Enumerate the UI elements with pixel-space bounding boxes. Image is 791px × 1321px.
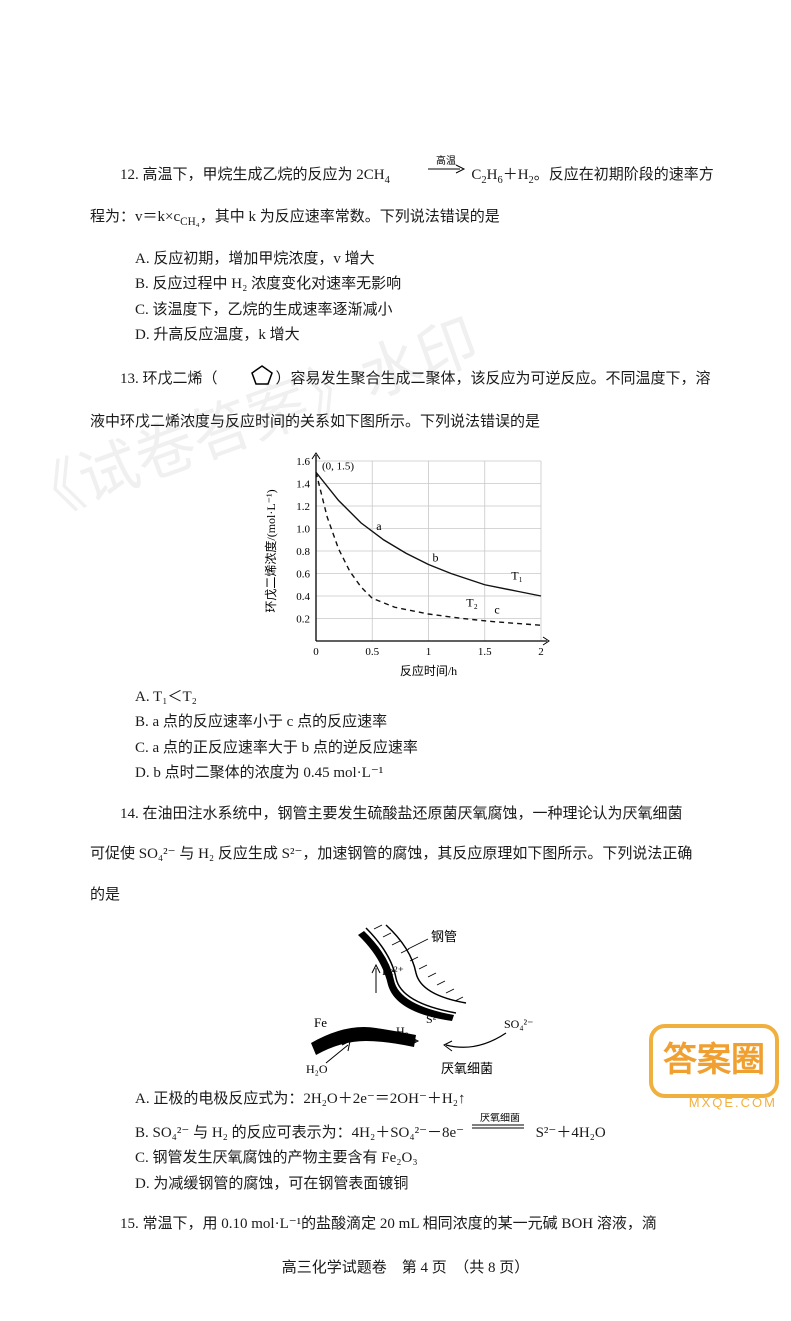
question-14: 14. 在油田注水系统中，钢管主要发生硫酸盐还原菌厌氧腐蚀，一种理论认为厌氧细菌… — [90, 802, 721, 1198]
watermark-url: MXQE.COM — [689, 1092, 777, 1114]
q14-optB-pre: B. SO₄²⁻ 与 H₂ 的反应可表示为：4H₂＋SO₄²⁻－8e⁻ — [135, 1125, 464, 1141]
svg-text:S²⁻: S²⁻ — [426, 1012, 443, 1026]
svg-text:1.6: 1.6 — [296, 456, 310, 468]
svg-text:T₁: T₁ — [511, 568, 523, 582]
q14-diagram: 钢管 Fe Fe²⁺ H₂O H₂ S²⁻ SO₄²⁻ 厌氧细菌 — [90, 923, 721, 1083]
q13-options: A. T₁＜T₂ B. a 点的反应速率小于 c 点的反应速率 C. a 点的正… — [90, 685, 721, 787]
q13-stem: 13. 环戊二烯（ ）容易发生聚合生成二聚体，该反应为可逆反应。不同温度下，溶 — [90, 364, 721, 396]
question-12: 12. 高温下，甲烷生成乙烷的反应为 2CH4 高温 C2H6＋H2。反应在初期… — [90, 155, 721, 349]
arrow-top-label: 高温 — [436, 155, 456, 167]
q14-optC: C. 钢管发生厌氧腐蚀的产物主要含有 Fe₂O₃ — [135, 1146, 721, 1172]
q13-text-1: 13. 环戊二烯（ — [120, 371, 218, 387]
q13-line2: 液中环戊二烯浓度与反应时间的关系如下图所示。下列说法错误的是 — [90, 410, 721, 436]
svg-text:Fe²⁺: Fe²⁺ — [382, 964, 404, 978]
svg-text:1: 1 — [425, 646, 431, 658]
svg-text:1.4: 1.4 — [296, 478, 310, 490]
watermark-right: 答案圈 — [649, 1024, 779, 1098]
q14-optD: D. 为减缓钢管的腐蚀，可在钢管表面镀铜 — [135, 1172, 721, 1198]
q13-optB: B. a 点的反应速率小于 c 点的反应速率 — [135, 710, 721, 736]
q14-options: A. 正极的电极反应式为：2H₂O＋2e⁻＝2OH⁻＋H₂↑ B. SO₄²⁻ … — [90, 1087, 721, 1197]
svg-text:0.8: 0.8 — [296, 546, 310, 558]
q14-stem: 14. 在油田注水系统中，钢管主要发生硫酸盐还原菌厌氧腐蚀，一种理论认为厌氧细菌 — [90, 802, 721, 828]
pentagon-icon — [220, 364, 274, 396]
svg-text:0.6: 0.6 — [296, 568, 310, 580]
q12-line2: 程为：v＝k×cCH₄，其中 k 为反应速率常数。下列说法错误的是 — [90, 205, 721, 232]
svg-text:0: 0 — [313, 646, 319, 658]
svg-text:反应时间/h: 反应时间/h — [399, 663, 456, 678]
svg-text:H₂O: H₂O — [306, 1062, 328, 1076]
diagram-svg: 钢管 Fe Fe²⁺ H₂O H₂ S²⁻ SO₄²⁻ 厌氧细菌 — [256, 923, 556, 1083]
svg-text:环戊二烯浓度/(mol·L⁻¹): 环戊二烯浓度/(mol·L⁻¹) — [263, 489, 278, 612]
q12-line2a: 程为：v＝k×c — [90, 209, 180, 225]
svg-text:0.5: 0.5 — [365, 646, 379, 658]
q12-optB: B. 反应过程中 H₂ 浓度变化对速率无影响 — [135, 272, 721, 298]
q12-options: A. 反应初期，增加甲烷浓度，v 增大 B. 反应过程中 H₂ 浓度变化对速率无… — [90, 247, 721, 349]
q12-text-1: 12. 高温下，甲烷生成乙烷的反应为 2CH — [120, 167, 385, 183]
q12-plus: ＋H — [503, 167, 529, 183]
q12-line2-sub: CH₄ — [180, 216, 200, 228]
svg-text:钢管: 钢管 — [431, 929, 457, 944]
question-15: 15. 常温下，用 0.10 mol·L⁻¹的盐酸滴定 20 mL 相同浓度的某… — [90, 1212, 721, 1238]
q14-line2: 可促使 SO₄²⁻ 与 H₂ 反应生成 S²⁻，加速钢管的腐蚀，其反应原理如下图… — [90, 842, 721, 868]
q12-eq-c: C — [471, 167, 481, 183]
arrow-top-bacteria: 厌氧细菌 — [480, 1113, 520, 1124]
q12-optA: A. 反应初期，增加甲烷浓度，v 增大 — [135, 247, 721, 273]
svg-text:b: b — [432, 550, 438, 564]
q12-optD: D. 升高反应温度，k 增大 — [135, 323, 721, 349]
q12-optC: C. 该温度下，乙烷的生成速率逐渐减小 — [135, 298, 721, 324]
q13-optD: D. b 点时二聚体的浓度为 0.45 mol·L⁻¹ — [135, 761, 721, 787]
q14-optA: A. 正极的电极反应式为：2H₂O＋2e⁻＝2OH⁻＋H₂↑ — [135, 1087, 721, 1113]
q13-chart: 0 0.5 1 1.5 2 0.2 0.4 0.6 0.8 1.0 1.2 1.4 1.6 (0, 1.5… — [90, 451, 721, 681]
page-footer: 高三化学试题卷 第 4 页 （共 8 页） — [90, 1256, 721, 1282]
q14-line3: 的是 — [90, 883, 721, 909]
svg-text:Fe: Fe — [314, 1015, 327, 1030]
svg-text:(0, 1.5): (0, 1.5) — [322, 460, 354, 472]
q12-stem: 12. 高温下，甲烷生成乙烷的反应为 2CH4 高温 C2H6＋H2。反应在初期… — [90, 155, 721, 190]
q13-optC: C. a 点的正反应速率大于 b 点的逆反应速率 — [135, 736, 721, 762]
svg-text:c: c — [494, 602, 499, 616]
question-13: 13. 环戊二烯（ ）容易发生聚合生成二聚体，该反应为可逆反应。不同温度下，溶 … — [90, 364, 721, 787]
svg-text:1.0: 1.0 — [296, 523, 310, 535]
svg-text:0.4: 0.4 — [296, 591, 310, 603]
svg-text:SO₄²⁻: SO₄²⁻ — [504, 1017, 533, 1031]
svg-text:0.2: 0.2 — [296, 613, 310, 625]
q12-eq-h: H — [487, 167, 498, 183]
q12-tail: 。反应在初期阶段的速率方 — [534, 167, 714, 183]
svg-text:2: 2 — [538, 646, 544, 658]
q14-optB-post: S²⁻＋4H₂O — [536, 1125, 606, 1141]
q13-text-2: ）容易发生聚合生成二聚体，该反应为可逆反应。不同温度下，溶 — [276, 371, 711, 387]
q13-optA: A. T₁＜T₂ — [135, 685, 721, 711]
q15-stem: 15. 常温下，用 0.10 mol·L⁻¹的盐酸滴定 20 mL 相同浓度的某… — [90, 1212, 721, 1238]
svg-text:T₂: T₂ — [466, 595, 478, 609]
svg-text:1.5: 1.5 — [477, 646, 491, 658]
svg-text:厌氧细菌: 厌氧细菌 — [441, 1061, 493, 1076]
q12-line2b: ，其中 k 为反应速率常数。下列说法错误的是 — [200, 209, 500, 225]
svg-text:H₂: H₂ — [396, 1024, 409, 1038]
svg-text:a: a — [376, 519, 382, 533]
q12-sub1: 4 — [385, 175, 390, 186]
arrow-heat-icon: 高温 — [394, 155, 468, 189]
svg-text:1.2: 1.2 — [296, 501, 310, 513]
chart-svg: 0 0.5 1 1.5 2 0.2 0.4 0.6 0.8 1.0 1.2 1.4 1.6 (0, 1.5… — [261, 451, 551, 681]
